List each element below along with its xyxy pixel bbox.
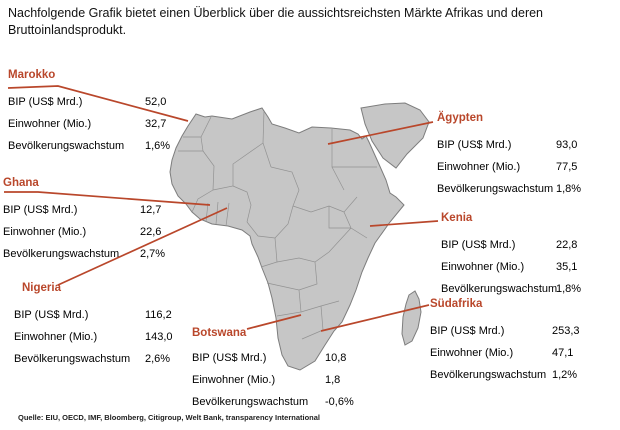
page-title: Nachfolgende Grafik bietet einen Überbli… (8, 6, 544, 37)
metric-value: 52,0 (145, 96, 167, 108)
metric-value: 1,2% (552, 369, 578, 381)
metric-value: 1,6% (145, 140, 171, 152)
metric-label: Bevölkerungswachstum (3, 248, 120, 260)
country-name: Marokko (8, 69, 56, 81)
metric-value: 35,1 (556, 261, 578, 273)
leader-line-ghana (4, 191, 211, 206)
metric-value: 2,7% (140, 248, 166, 260)
metric-label: Einwohner (Mio.) (3, 226, 87, 238)
metric-label: BIP (US$ Mrd.) (437, 139, 512, 151)
metric-label: BIP (US$ Mrd.) (441, 239, 516, 251)
metric-label: Bevölkerungswachstum (430, 369, 547, 381)
country-block-marokko: Marokko BIP (US$ Mrd.) 52,0 Einwohner (M… (8, 68, 170, 157)
metric-value: 12,7 (140, 204, 162, 216)
metric-label: Bevölkerungswachstum (192, 396, 309, 408)
country-name: Ghana (3, 177, 39, 189)
source-note: Quelle: EIU, OECD, IMF, Bloomberg, Citig… (18, 413, 320, 422)
country-block-ghana: Ghana BIP (US$ Mrd.) 12,7 Einwohner (Mio… (3, 176, 165, 265)
leader-lines (4, 85, 439, 332)
country-block-kenia: Kenia BIP (US$ Mrd.) 22,8 Einwohner (Mio… (441, 211, 581, 300)
country-block-nigeria: Nigeria BIP (US$ Mrd.) 116,2 Einwohner (… (14, 281, 173, 370)
metric-label: Einwohner (Mio.) (192, 374, 276, 386)
metric-label: Einwohner (Mio.) (441, 261, 525, 273)
metric-label: BIP (US$ Mrd.) (8, 96, 83, 108)
metric-value: 1,8% (556, 183, 582, 195)
metric-label: BIP (US$ Mrd.) (3, 204, 78, 216)
metric-label: Bevölkerungswachstum (8, 140, 125, 152)
metric-label: Bevölkerungswachstum (437, 183, 554, 195)
metric-label: Einwohner (Mio.) (14, 331, 98, 343)
africa-outline (169, 107, 405, 371)
metric-value: 116,2 (145, 309, 172, 321)
country-name: Südafrika (430, 298, 483, 310)
country-metrics: BIP (US$ Mrd.) 253,3 Einwohner (Mio.) 47… (430, 320, 580, 386)
metric-label: BIP (US$ Mrd.) (430, 325, 505, 337)
metric-label: Einwohner (Mio.) (430, 347, 514, 359)
country-block-botswana: Botswana BIP (US$ Mrd.) 10,8 Einwohner (… (192, 326, 354, 413)
country-name: Nigeria (22, 282, 61, 294)
leader-line-marokko (7, 85, 189, 122)
country-metrics: BIP (US$ Mrd.) 116,2 Einwohner (Mio.) 14… (14, 304, 173, 370)
country-block-aegypten: Ägypten BIP (US$ Mrd.) 93,0 Einwohner (M… (437, 111, 581, 200)
metric-value: -0,6% (325, 396, 354, 408)
arabian-peninsula-shape (360, 102, 430, 169)
metric-label: BIP (US$ Mrd.) (192, 352, 267, 364)
country-metrics: BIP (US$ Mrd.) 22,8 Einwohner (Mio.) 35,… (441, 234, 581, 300)
country-metrics: BIP (US$ Mrd.) 12,7 Einwohner (Mio.) 22,… (3, 199, 165, 265)
country-metrics: BIP (US$ Mrd.) 52,0 Einwohner (Mio.) 32,… (8, 91, 170, 157)
metric-value: 47,1 (552, 347, 574, 359)
leader-line-botswana (246, 314, 302, 330)
leader-line-nigeria (57, 207, 228, 286)
metric-label: Bevölkerungswachstum (14, 353, 131, 365)
metric-value: 1,8% (556, 283, 582, 295)
leader-line-suedafrika (320, 304, 430, 332)
metric-label: Einwohner (Mio.) (8, 118, 92, 130)
metric-value: 1,8 (325, 374, 341, 386)
metric-value: 2,6% (145, 353, 171, 365)
madagascar-shape (401, 290, 422, 346)
metric-value: 77,5 (556, 161, 578, 173)
metric-value: 22,8 (556, 239, 578, 251)
metric-value: 22,6 (140, 226, 162, 238)
country-metrics: BIP (US$ Mrd.) 93,0 Einwohner (Mio.) 77,… (437, 134, 581, 200)
metric-value: 143,0 (145, 331, 173, 343)
country-name: Kenia (441, 212, 473, 224)
country-name: Ägypten (437, 112, 483, 124)
metric-value: 10,8 (325, 352, 347, 364)
metric-label: Einwohner (Mio.) (437, 161, 521, 173)
leader-line-kenia (369, 220, 439, 227)
country-block-suedafrika: Südafrika BIP (US$ Mrd.) 253,3 Einwohner… (430, 297, 580, 386)
metric-value: 253,3 (552, 325, 580, 337)
country-name: Botswana (192, 327, 247, 339)
leader-line-aegypten (327, 121, 434, 145)
metric-label: BIP (US$ Mrd.) (14, 309, 89, 321)
country-metrics: BIP (US$ Mrd.) 10,8 Einwohner (Mio.) 1,8… (192, 347, 354, 413)
metric-label: Bevölkerungswachstum (441, 283, 558, 295)
metric-value: 32,7 (145, 118, 167, 130)
metric-value: 93,0 (556, 139, 578, 151)
